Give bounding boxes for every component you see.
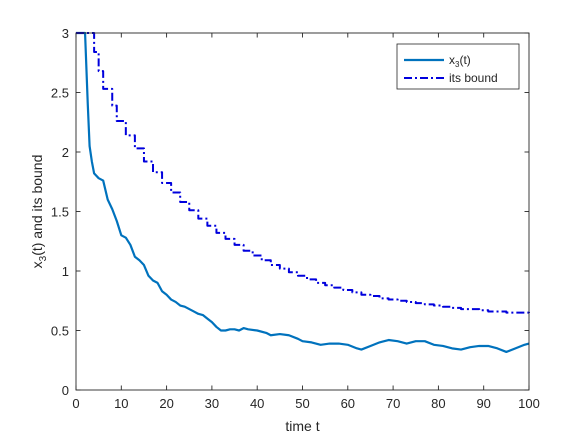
x-tick-label: 100	[518, 396, 540, 411]
legend-label-x3-subscript: 3	[455, 60, 460, 69]
y-tick-label: 1	[62, 264, 69, 279]
legend-label-bound: its bound	[449, 71, 498, 85]
x-tick-label: 0	[72, 396, 79, 411]
x-tick-label: 20	[159, 396, 173, 411]
x-tick-label: 40	[250, 396, 264, 411]
x-tick-label: 50	[295, 396, 309, 411]
legend-box	[396, 43, 520, 90]
x-tick-label: 70	[386, 396, 400, 411]
y-tick-label: 3	[62, 26, 69, 41]
series-layer	[76, 31, 530, 354]
y-axis-label-subscript: 3	[38, 255, 49, 261]
legend: x3(t) its bound	[396, 43, 520, 90]
legend-label-x3-main: x	[449, 53, 455, 67]
plot-area	[76, 33, 529, 390]
y-tick-label: 1.5	[51, 205, 69, 220]
legend-label-x3: x3(t)	[449, 53, 471, 69]
y-tick-label: 0	[62, 383, 69, 398]
y-tick-label: 0.5	[51, 324, 69, 339]
y-axis-label-main: x	[29, 261, 45, 268]
series-line-bound	[76, 32, 530, 314]
y-tick-label: 2.5	[51, 86, 69, 101]
y-axis-label-rest: (t) and its bound	[29, 155, 45, 256]
x-tick-label: 60	[341, 396, 355, 411]
x-tick-label: 90	[476, 396, 490, 411]
x-tick-label: 10	[114, 396, 128, 411]
ticks-layer: 0 10 20 30 40 50 60 70 80 90 100 0 0.5 1 1.5 2 2.5 3	[51, 26, 540, 411]
legend-label-x3-rest: (t)	[459, 53, 470, 67]
y-tick-label: 2	[62, 145, 69, 160]
series-line-x3	[76, 31, 530, 354]
x-tick-label: 30	[205, 396, 219, 411]
x-axis-label: time t	[285, 418, 319, 434]
y-axis-label: x3(t) and its bound	[29, 155, 49, 269]
x-tick-label: 80	[431, 396, 445, 411]
